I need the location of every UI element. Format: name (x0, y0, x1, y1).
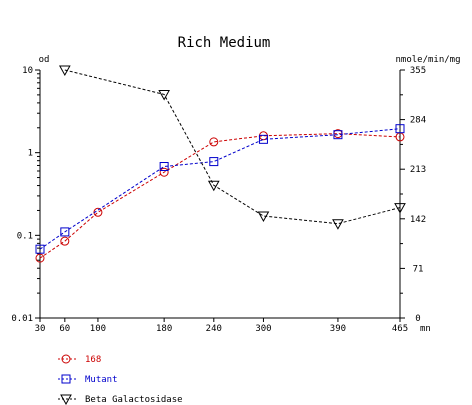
data-point-168 (35, 253, 45, 263)
data-point-168 (60, 236, 70, 246)
data-point-mutant (258, 134, 268, 144)
series-mutant (35, 124, 405, 254)
legend-item-beta-galactosidase: Beta Galactosidase (58, 394, 183, 405)
y-right-tick-label: 71 (413, 264, 424, 274)
legend-marker (60, 394, 72, 405)
data-point-mutant (35, 244, 45, 254)
data-point-beta-galactosidase (394, 203, 406, 214)
series-layer (35, 65, 406, 263)
legend-item-168: 168 (58, 354, 101, 365)
data-point-beta-galactosidase (158, 89, 170, 101)
chart-title: Rich Medium (178, 35, 271, 51)
y-right-tick-label: 284 (410, 116, 426, 126)
data-point-beta-galactosidase (58, 65, 71, 77)
y-left-axis-label: od (39, 55, 50, 65)
data-point-168 (159, 167, 169, 177)
x-tick-label: 390 (330, 324, 346, 334)
x-tick-label: 465 (392, 324, 408, 334)
data-point-mutant (159, 162, 169, 172)
series-beta-galactosidase (58, 65, 406, 230)
x-tick-label: 60 (59, 324, 70, 334)
data-point-mutant (333, 130, 343, 140)
x-axis-unit-label: mn (420, 324, 431, 334)
axis-ticks: 30 60 100 180 240 300 390 4650.010.111007114221… (11, 66, 426, 334)
legend-label: 168 (85, 355, 101, 365)
x-tick-label: 180 (156, 324, 172, 334)
y-right-axis-label: nmole/min/mg (395, 55, 460, 65)
legend-label: Mutant (85, 375, 118, 385)
y-left-tick-label: 1 (28, 149, 33, 159)
legend: 168 Mutant Beta Galactosidase (58, 354, 183, 405)
data-point-mutant (395, 124, 405, 134)
x-tick-label: 30 (35, 324, 46, 334)
legend-marker (61, 374, 71, 384)
y-left-tick-label: 0.1 (17, 231, 33, 241)
series-line-168 (39, 133, 401, 259)
data-point-168 (209, 137, 219, 147)
legend-label: Beta Galactosidase (85, 395, 183, 405)
y-left-tick-label: 0.01 (11, 314, 33, 324)
y-right-tick-label: 355 (410, 66, 426, 76)
x-tick-label: 240 (206, 324, 222, 334)
data-point-beta-galactosidase (332, 219, 344, 230)
series-line-beta-galactosidase (64, 69, 401, 225)
data-point-mutant (209, 157, 219, 167)
y-left-tick-label: 10 (22, 66, 33, 76)
legend-marker (61, 354, 71, 364)
data-point-mutant (60, 227, 70, 237)
y-right-tick-label: 142 (410, 215, 426, 225)
x-tick-label: 100 (90, 324, 106, 334)
y-right-tick-label: 0 (415, 314, 420, 324)
data-point-beta-galactosidase (257, 211, 270, 223)
series-line-mutant (39, 128, 401, 250)
data-point-beta-galactosidase (207, 180, 220, 192)
y-right-tick-label: 213 (410, 165, 426, 175)
series-168 (35, 129, 405, 263)
x-tick-label: 300 (255, 324, 271, 334)
legend-item-mutant: Mutant (58, 374, 118, 385)
